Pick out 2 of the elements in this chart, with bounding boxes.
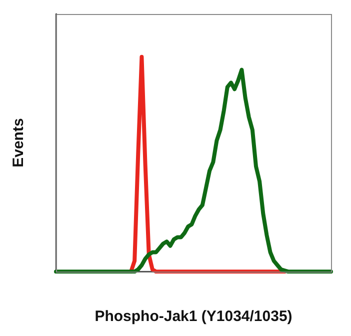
y-axis-title: Events [10,118,28,168]
x-axis-title: Phospho-Jak1 (Y1034/1035) [94,308,292,326]
